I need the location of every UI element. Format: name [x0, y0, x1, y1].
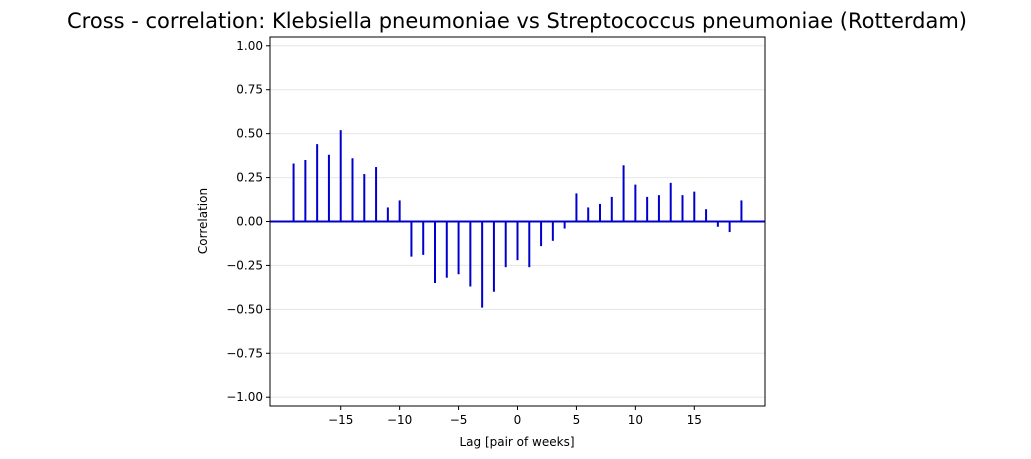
x-tick-label: 15 — [687, 413, 702, 427]
y-tick-label: 0.75 — [236, 83, 263, 97]
y-tick-label: 0.25 — [236, 171, 263, 185]
y-tick-label: −0.75 — [226, 346, 263, 360]
bars-layer — [292, 130, 743, 308]
y-tick-label: −0.25 — [226, 258, 263, 272]
x-tick-label: 5 — [573, 413, 581, 427]
x-tick-label: −10 — [387, 413, 412, 427]
y-tick-label: 0.00 — [236, 215, 263, 229]
chart-title: Cross - correlation: Klebsiella pneumoni… — [67, 9, 967, 33]
x-tick-label: 0 — [514, 413, 522, 427]
y-tick-label: 1.00 — [236, 39, 263, 53]
x-tick-label: 10 — [628, 413, 643, 427]
x-tick-label: −5 — [450, 413, 468, 427]
x-axis-ticks: −15 −10 −5 0 5 10 15 — [328, 406, 702, 427]
y-tick-label: −1.00 — [226, 390, 263, 404]
x-axis-label: Lag [pair of weeks] — [459, 435, 574, 449]
y-axis-ticks: 1.00 0.75 0.50 0.25 0.00 −0.25 −0.50 −0.75 −1.00 — [226, 39, 270, 404]
y-tick-label: −0.50 — [226, 302, 263, 316]
x-tick-label: −15 — [328, 413, 353, 427]
y-axis-label: Correlation — [196, 188, 210, 254]
y-tick-label: 0.50 — [236, 127, 263, 141]
